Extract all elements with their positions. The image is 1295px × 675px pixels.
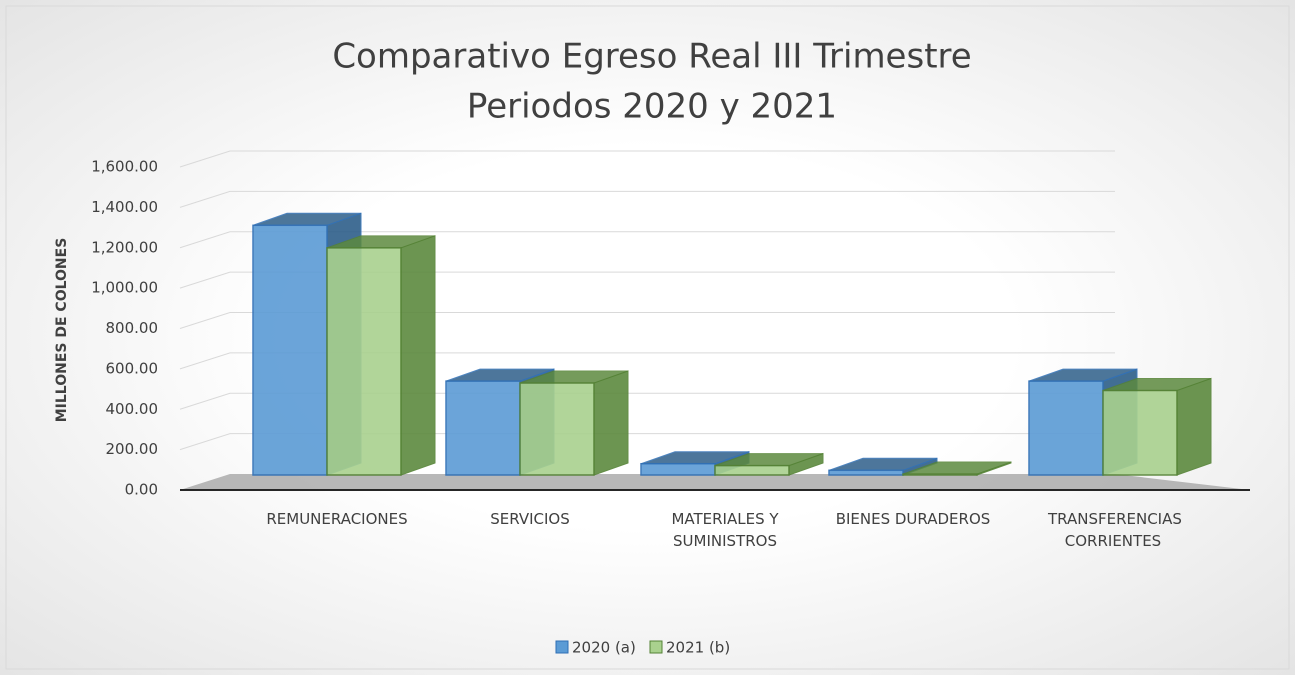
legend-label: 2021 (b): [666, 639, 730, 657]
bar-front: [714, 464, 790, 476]
bar-front: [1102, 389, 1178, 476]
bar: [1102, 377, 1212, 476]
grid-line: [179, 190, 1115, 208]
bar: [326, 235, 436, 476]
grid-line: [179, 271, 1115, 289]
y-tick-label: 200.00: [106, 440, 159, 458]
bar-front: [828, 469, 904, 476]
bar-front: [519, 382, 595, 476]
chart-subtitle: Periodos 2020 y 2021: [467, 87, 837, 127]
bar-front: [326, 247, 402, 476]
legend-label: 2020 (a): [572, 639, 636, 657]
bar: [519, 370, 629, 476]
grid-line: [179, 231, 1115, 249]
x-tick-label: MATERIALES Y SUMINISTROS: [671, 510, 779, 550]
bar-front: [640, 462, 716, 476]
x-tick-label: REMUNERACIONES: [266, 510, 408, 528]
legend-swatch: [555, 640, 569, 654]
y-tick-label: 800.00: [106, 319, 159, 337]
grid-line: [179, 150, 1115, 168]
legend-swatch: [649, 640, 663, 654]
x-tick-label: SERVICIOS: [490, 510, 570, 528]
y-tick-label: 0.00: [125, 481, 158, 499]
x-tick-label: TRANSFERENCIAS CORRIENTES: [1048, 510, 1182, 550]
bar-side: [1176, 377, 1212, 476]
frame: [5, 5, 1290, 670]
y-tick-label: 1,400.00: [91, 198, 158, 216]
y-tick-label: 1,200.00: [91, 238, 158, 256]
chart-title: Comparativo Egreso Real III Trimestre: [332, 37, 971, 77]
bar-front: [1028, 380, 1104, 476]
y-tick-label: 1,000.00: [91, 279, 158, 297]
bar-front: [902, 473, 978, 476]
bar-side: [400, 235, 436, 476]
grid-line: [179, 392, 1115, 410]
bar: [714, 452, 824, 476]
bar: [902, 461, 1012, 476]
grid-line: [179, 352, 1115, 370]
y-axis-label: MILLONES DE COLONES: [54, 238, 70, 423]
bar-front: [445, 380, 521, 476]
bar-side: [593, 370, 629, 476]
y-tick-label: 1,600.00: [91, 158, 158, 176]
grid-line: [179, 433, 1115, 451]
grid-line: [179, 312, 1115, 329]
bar-front: [252, 224, 328, 476]
y-tick-label: 600.00: [106, 359, 159, 377]
x-tick-label: BIENES DURADEROS: [835, 510, 991, 528]
floor: [180, 474, 1250, 490]
y-tick-label: 400.00: [106, 400, 159, 418]
